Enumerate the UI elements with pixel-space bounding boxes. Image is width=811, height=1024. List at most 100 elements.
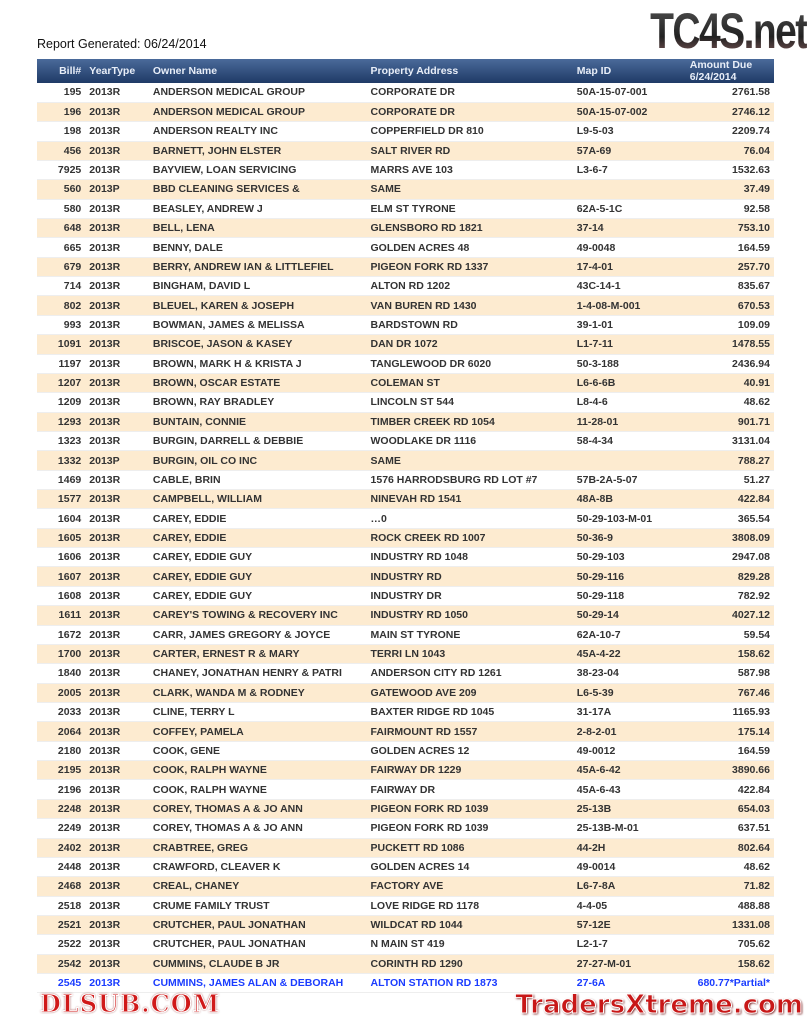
bill-number: 1577	[37, 489, 86, 510]
year-type: 2013R	[85, 508, 149, 529]
map-id: 38-23-04	[572, 663, 686, 684]
amount-due: 59.54	[685, 625, 774, 645]
amount-due: 3890.66	[685, 760, 774, 781]
bill-number: 2033	[37, 702, 86, 723]
owner-name: BENNY, DALE	[148, 237, 367, 258]
owner-name: BINGHAM, DAVID L	[148, 276, 367, 297]
bill-number: 2468	[37, 876, 86, 897]
amount-due: 3131.04	[685, 431, 774, 452]
bill-number: 1197	[37, 354, 86, 374]
amount-due: 37.49	[685, 179, 774, 200]
year-type: 2013R	[85, 741, 149, 762]
owner-name: BRISCOE, JASON & KASEY	[148, 334, 367, 355]
table-row: 2033 2013R CLINE, TERRY L BAXTER RIDGE RD 1…	[37, 702, 774, 723]
report-generated: Report Generated: 06/24/2014	[37, 37, 207, 51]
owner-name: COREY, THOMAS A & JO ANN	[148, 818, 367, 839]
map-id: 57-12E	[572, 915, 686, 936]
table-row: 580 2013R BEASLEY, ANDREW J ELM ST TYRONE 62…	[37, 199, 774, 220]
bill-number: 1607	[37, 566, 86, 587]
property-address: GOLDEN ACRES 48	[366, 237, 573, 258]
table-row: 1323 2013R BURGIN, DARRELL & DEBBIE WOODLAK…	[37, 431, 774, 452]
bill-number: 1840	[37, 663, 86, 684]
property-address: GLENSBORO RD 1821	[366, 218, 573, 239]
property-address: VAN BUREN RD 1430	[366, 295, 573, 316]
owner-name: CAMPBELL, WILLIAM	[148, 489, 367, 510]
owner-name: BELL, LENA	[148, 218, 367, 239]
table-header: Bill# YearType Owner Name Property Addre…	[37, 59, 774, 83]
year-type: 2013R	[85, 141, 149, 161]
owner-name: CAREY, EDDIE	[148, 528, 367, 549]
property-address: TERRI LN 1043	[366, 644, 573, 665]
bill-number: 196	[37, 102, 86, 123]
amount-due: 158.62	[685, 954, 774, 975]
map-id: 45A-4-22	[572, 644, 686, 665]
table-row: 1209 2013R BROWN, RAY BRADLEY LINCOLN ST 54…	[37, 392, 774, 413]
amount-due: 488.88	[685, 896, 774, 916]
property-address: INDUSTRY RD	[366, 566, 573, 587]
owner-name: CAREY, EDDIE GUY	[148, 566, 367, 587]
table-row: 2064 2013R COFFEY, PAMELA FAIRMOUNT RD 1557…	[37, 721, 774, 742]
amount-due: 705.62	[685, 934, 774, 955]
map-id: L3-6-7	[572, 160, 686, 181]
property-address: DAN DR 1072	[366, 334, 573, 355]
owner-name: CARTER, ERNEST R & MARY	[148, 644, 367, 665]
property-address: PUCKETT RD 1086	[366, 838, 573, 858]
owner-name: CABLE, BRIN	[148, 470, 367, 491]
map-id: 17-4-01	[572, 257, 686, 278]
table-row: 1672 2013R CARR, JAMES GREGORY & JOYCE MAIN…	[37, 625, 774, 645]
bill-number: 2521	[37, 915, 86, 936]
amount-due: 2209.74	[685, 121, 774, 142]
bill-number: 802	[37, 295, 86, 316]
table-row: 2249 2013R COREY, THOMAS A & JO ANN PIGEON …	[37, 818, 774, 839]
year-type: 2013R	[85, 876, 149, 897]
amount-due: 422.84	[685, 779, 774, 800]
property-address: WOODLAKE DR 1116	[366, 431, 573, 452]
owner-name: CRABTREE, GREG	[148, 838, 367, 858]
property-address: PIGEON FORK RD 1039	[366, 818, 573, 839]
map-id: 50-36-9	[572, 528, 686, 549]
property-address: CORPORATE DR	[366, 102, 573, 123]
property-address: ALTON STATION RD 1873	[366, 973, 573, 994]
year-type: 2013R	[85, 586, 149, 607]
bill-number: 679	[37, 257, 86, 278]
map-id: 50A-15-07-001	[572, 83, 686, 103]
amount-due: 680.77*Partial*	[685, 973, 774, 994]
map-id: 45A-6-43	[572, 779, 686, 800]
property-address: ALTON RD 1202	[366, 276, 573, 297]
map-id: 44-2H	[572, 838, 686, 858]
owner-name: BURGIN, OIL CO INC	[148, 450, 367, 471]
year-type: 2013R	[85, 237, 149, 258]
year-type: 2013R	[85, 818, 149, 839]
property-address: INDUSTRY RD 1050	[366, 605, 573, 626]
amount-due: 40.91	[685, 373, 774, 394]
map-id: L2-1-7	[572, 934, 686, 955]
col-mapid: Map ID	[576, 65, 612, 77]
bill-number: 1207	[37, 373, 86, 394]
table-row: 2448 2013R CRAWFORD, CLEAVER K GOLDEN ACRES…	[37, 857, 774, 878]
amount-due: 1478.55	[685, 334, 774, 355]
property-address: FACTORY AVE	[366, 876, 573, 897]
year-type: 2013R	[85, 663, 149, 684]
property-address: PIGEON FORK RD 1039	[366, 799, 573, 820]
property-address: NINEVAH RD 1541	[366, 489, 573, 510]
table-row: 1840 2013R CHANEY, JONATHAN HENRY & PATRI A…	[37, 663, 774, 684]
owner-name: BROWN, MARK H & KRISTA J	[148, 354, 367, 374]
col-owner: Owner Name	[152, 65, 218, 77]
bill-number: 2180	[37, 741, 86, 762]
year-type: 2013R	[85, 412, 149, 432]
owner-name: CARR, JAMES GREGORY & JOYCE	[148, 625, 367, 645]
year-type: 2013R	[85, 973, 149, 994]
amount-due: 767.46	[685, 683, 774, 704]
owner-name: BROWN, OSCAR ESTATE	[148, 373, 367, 394]
owner-name: BBD CLEANING SERVICES &	[148, 179, 367, 200]
map-id: 62A-10-7	[572, 625, 686, 645]
owner-name: CRUTCHER, PAUL JONATHAN	[148, 934, 367, 955]
year-type: 2013R	[85, 566, 149, 587]
amount-due: 788.27	[685, 450, 774, 471]
year-type: 2013R	[85, 896, 149, 916]
amount-due: 51.27	[685, 470, 774, 491]
map-id: 39-1-01	[572, 315, 686, 336]
owner-name: CAREY, EDDIE	[148, 508, 367, 529]
owner-name: CLINE, TERRY L	[148, 702, 367, 723]
table-row: 679 2013R BERRY, ANDREW IAN & LITTLEFIEL PI…	[37, 257, 774, 278]
